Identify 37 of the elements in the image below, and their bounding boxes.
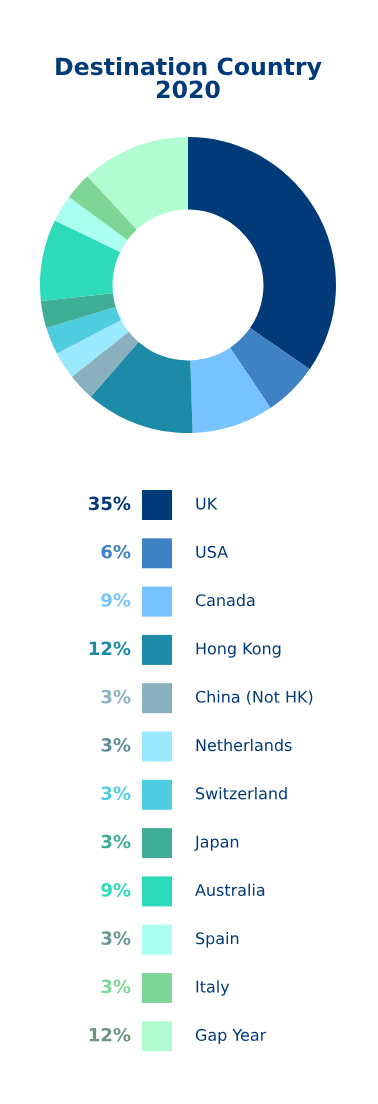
data-label: 3% (101, 786, 131, 801)
donut-slice (190, 347, 271, 433)
donut-slice (56, 320, 129, 377)
legend-label: Canada (195, 593, 255, 607)
legend-label: USA (196, 545, 228, 558)
data-label: 12% (89, 1027, 131, 1042)
data-label: 3% (101, 738, 131, 752)
donut-slice (230, 328, 310, 408)
donut-slice (46, 306, 122, 354)
legend-label: China (Not HK) (195, 690, 313, 705)
legend-label: Spain (196, 931, 239, 948)
chart-title: Destination Country 2020 (56, 57, 322, 99)
data-label: 12% (89, 641, 131, 656)
data-label: 3% (101, 931, 131, 945)
donut-slice (40, 293, 116, 329)
data-label: 3% (101, 834, 131, 849)
donut-slice (188, 137, 336, 370)
data-label: 3% (101, 689, 131, 704)
data-label: 3% (101, 979, 131, 994)
legend-label: UK (196, 497, 218, 510)
legend-label: Gap Year (195, 1028, 267, 1045)
donut-slice (40, 220, 121, 302)
data-label: 35% (88, 496, 131, 511)
legend-label: Japan (194, 835, 239, 851)
legend-label: Switzerland (196, 787, 287, 800)
donut-slice (54, 196, 128, 253)
legend-label: Hong Kong (196, 642, 281, 658)
donut-slice (69, 176, 137, 241)
data-label: 9% (101, 593, 131, 607)
data-label: 9% (101, 882, 131, 897)
legend-label: Italy (196, 980, 230, 996)
donut-slice (71, 331, 139, 397)
donut-slice (87, 137, 188, 230)
legend-label: Netherlands (196, 738, 292, 752)
donut-slice (90, 341, 193, 433)
data-label: 6% (101, 544, 131, 559)
legend-label: Australia (195, 883, 265, 897)
